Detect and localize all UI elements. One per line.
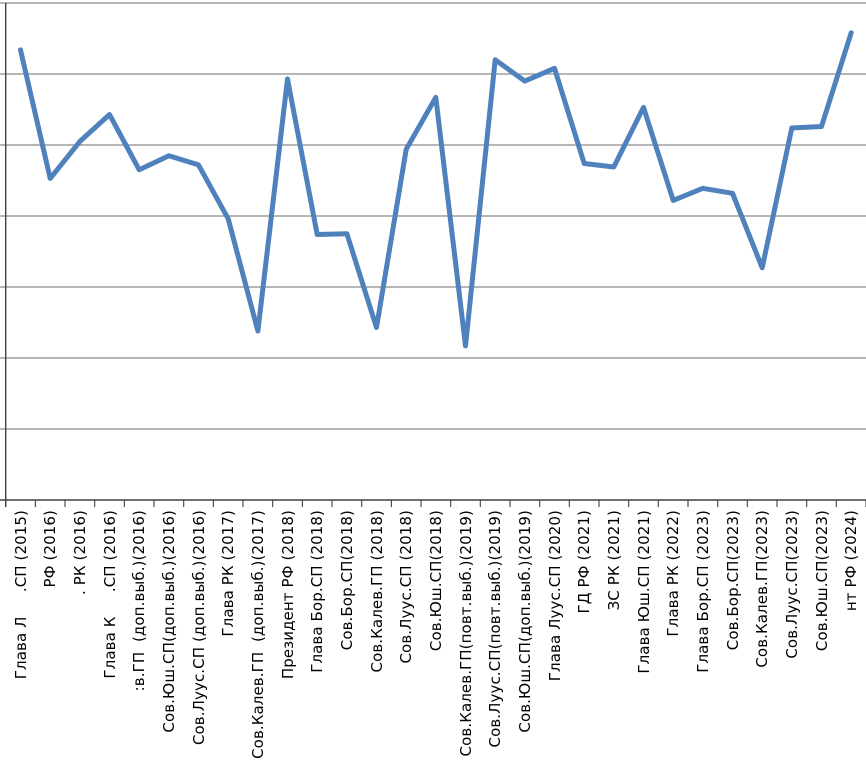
data-series-line — [18, 30, 854, 349]
